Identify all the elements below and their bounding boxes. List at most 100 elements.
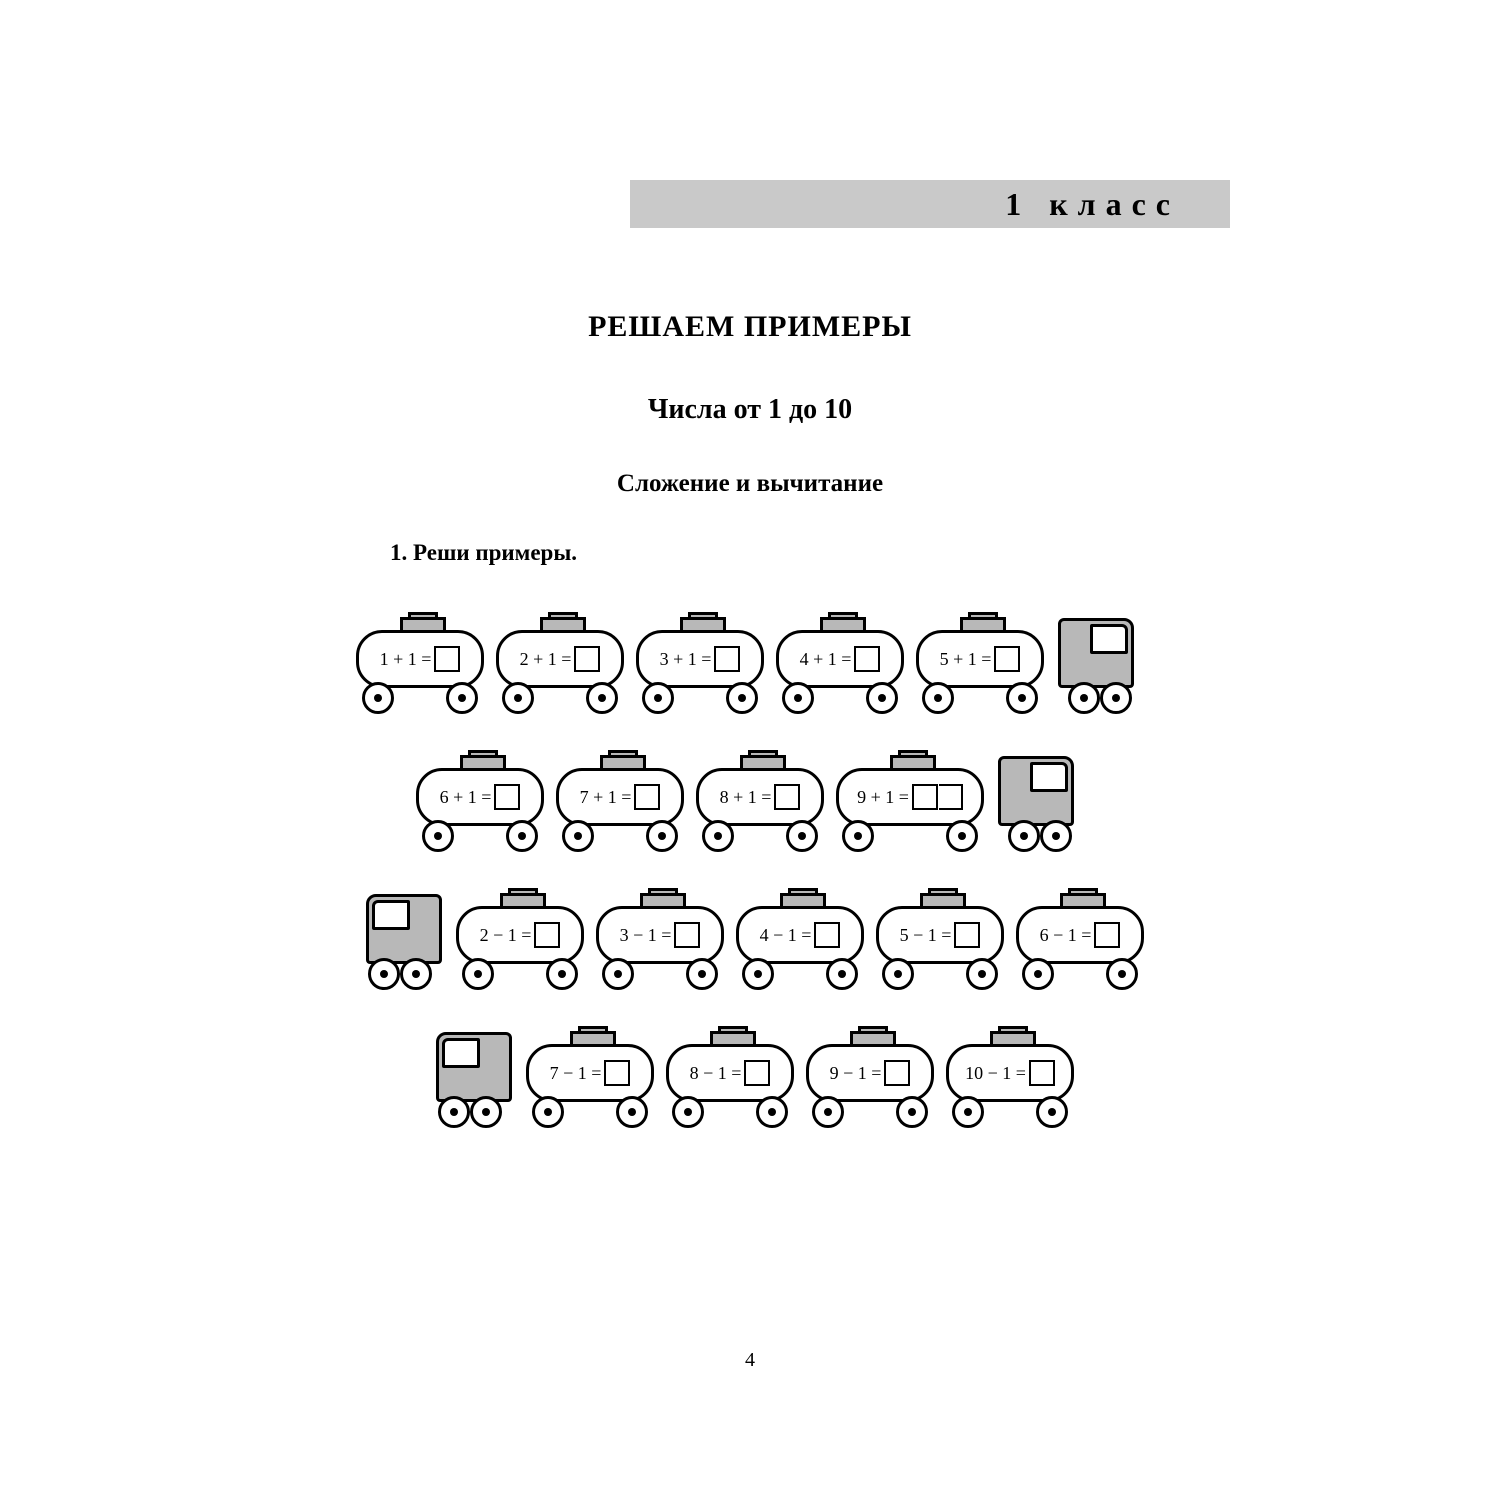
wheel-icon: [782, 682, 814, 714]
tank-hatch: [920, 888, 960, 906]
tanker-wagon: 6 − 1 =: [1010, 876, 1150, 986]
answer-box[interactable]: [1029, 1060, 1055, 1086]
tanker-wagon: 2 + 1 =: [490, 600, 630, 710]
answer-box[interactable]: [534, 922, 560, 948]
tank-hatch: [400, 612, 440, 630]
grade-bar: 1 класс: [630, 180, 1230, 228]
wheel-icon: [586, 682, 618, 714]
answer-box[interactable]: [854, 646, 880, 672]
answer-box[interactable]: [954, 922, 980, 948]
wheel-icon: [502, 682, 534, 714]
answer-box[interactable]: [939, 784, 963, 810]
answer-box[interactable]: [494, 784, 520, 810]
wheel-icon: [842, 820, 874, 852]
answer-box[interactable]: [714, 646, 740, 672]
wheels: [520, 1096, 660, 1124]
math-expression: 4 − 1 =: [760, 922, 841, 948]
tank-body: 9 + 1 =: [836, 768, 984, 826]
tank-hatch: [820, 612, 860, 630]
tank-body: 8 − 1 =: [666, 1044, 794, 1102]
cab-window: [1090, 624, 1128, 654]
answer-box[interactable]: [574, 646, 600, 672]
cab-window: [1030, 762, 1068, 792]
answer-box[interactable]: [774, 784, 800, 810]
wheels: [940, 1096, 1080, 1124]
wheels: [590, 958, 730, 986]
answer-box[interactable]: [1094, 922, 1120, 948]
wheels: [910, 682, 1050, 710]
tank-hatch: [960, 612, 1000, 630]
tank-body: 7 − 1 =: [526, 1044, 654, 1102]
wheel-icon: [742, 958, 774, 990]
tank-body: 8 + 1 =: [696, 768, 824, 826]
wheel-icon: [966, 958, 998, 990]
truck-cab: [1050, 600, 1150, 710]
tank-body: 6 + 1 =: [416, 768, 544, 826]
wheels: [410, 820, 550, 848]
tanker-wagon: 5 + 1 =: [910, 600, 1050, 710]
wheel-icon: [686, 958, 718, 990]
wheel-icon: [470, 1096, 502, 1128]
tanker-wagon: 5 − 1 =: [870, 876, 1010, 986]
train-row: 7 − 1 = 8 − 1 = 9 − 1 = 10 − 1 =: [270, 1014, 1230, 1124]
truck-cab: [420, 1014, 520, 1124]
wheel-icon: [882, 958, 914, 990]
worksheet-page: { "grade_label": "1 класс", "title_main"…: [270, 100, 1230, 1400]
grade-label: 1 класс: [1005, 186, 1180, 223]
wheel-icon: [952, 1096, 984, 1128]
answer-box[interactable]: [994, 646, 1020, 672]
tanker-wagon: 8 − 1 =: [660, 1014, 800, 1124]
wheels: [1010, 958, 1150, 986]
tank-hatch: [570, 1026, 610, 1044]
wheel-icon: [726, 682, 758, 714]
math-expression: 7 − 1 =: [550, 1060, 631, 1086]
answer-box[interactable]: [674, 922, 700, 948]
tank-body: 7 + 1 =: [556, 768, 684, 826]
tank-body: 2 − 1 =: [456, 906, 584, 964]
wheel-icon: [462, 958, 494, 990]
wheel-icon: [546, 958, 578, 990]
answer-box[interactable]: [634, 784, 660, 810]
title-section: Сложение и вычитание: [270, 470, 1230, 498]
wheel-icon: [1106, 958, 1138, 990]
answer-box[interactable]: [744, 1060, 770, 1086]
tank-hatch: [740, 750, 780, 768]
tank-hatch: [710, 1026, 750, 1044]
math-expression: 8 − 1 =: [690, 1060, 771, 1086]
wheel-icon: [896, 1096, 928, 1128]
tanker-wagon: 9 − 1 =: [800, 1014, 940, 1124]
tank-hatch: [640, 888, 680, 906]
wheels: [830, 820, 990, 848]
cab-window: [442, 1038, 480, 1068]
wheel-icon: [946, 820, 978, 852]
wheels: [450, 958, 590, 986]
wheel-icon: [866, 682, 898, 714]
answer-box[interactable]: [434, 646, 460, 672]
wheels: [990, 820, 1090, 848]
math-expression: 7 + 1 =: [580, 784, 661, 810]
task-number: 1.: [390, 540, 407, 565]
wheel-icon: [702, 820, 734, 852]
math-expression: 5 − 1 =: [900, 922, 981, 948]
train-row: 1 + 1 = 2 + 1 = 3 + 1 = 4 + 1 = 5 + 1 =: [270, 600, 1230, 710]
wheel-icon: [1022, 958, 1054, 990]
math-expression: 3 − 1 =: [620, 922, 701, 948]
wheel-icon: [368, 958, 400, 990]
tank-hatch: [500, 888, 540, 906]
title-sub: Числа от 1 до 10: [270, 394, 1230, 426]
wheel-icon: [446, 682, 478, 714]
answer-box[interactable]: [604, 1060, 630, 1086]
wheel-icon: [1100, 682, 1132, 714]
answer-box[interactable]: [912, 784, 938, 810]
answer-box[interactable]: [814, 922, 840, 948]
truck-cab: [990, 738, 1090, 848]
title-block: РЕШАЕМ ПРИМЕРЫ Числа от 1 до 10 Сложение…: [270, 310, 1230, 498]
math-expression: 4 + 1 =: [800, 646, 881, 672]
task-prompt: 1. Реши примеры.: [390, 540, 577, 566]
wheel-icon: [642, 682, 674, 714]
wheel-icon: [616, 1096, 648, 1128]
math-expression: 8 + 1 =: [720, 784, 801, 810]
tank-hatch: [1060, 888, 1100, 906]
answer-box[interactable]: [884, 1060, 910, 1086]
wheel-icon: [1068, 682, 1100, 714]
